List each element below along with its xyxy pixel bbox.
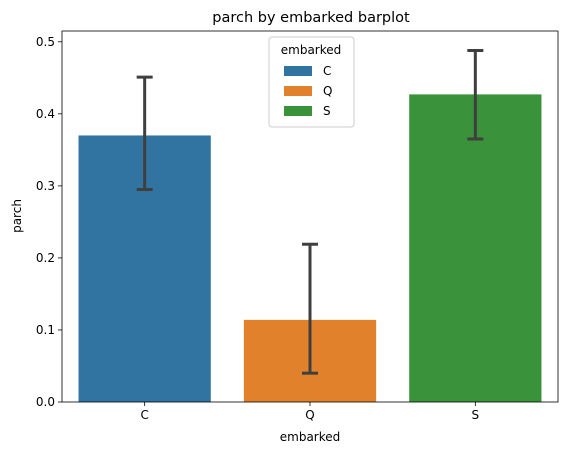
x-tick-label-Q: Q <box>305 408 314 422</box>
legend-title: embarked <box>281 43 342 57</box>
legend-label-C: C <box>323 64 331 78</box>
error-bars-layer <box>136 48 484 375</box>
x-axis-title: embarked <box>280 430 341 444</box>
y-tick-label: 0.5 <box>36 35 55 49</box>
x-tick-label-C: C <box>140 408 148 422</box>
legend-label-S: S <box>323 104 331 118</box>
y-axis: 0.0 0.1 0.2 0.3 0.4 0.5 <box>36 35 62 409</box>
error-bar-S <box>467 48 484 141</box>
bar-S <box>409 94 542 403</box>
legend-label-Q: Q <box>323 84 332 98</box>
y-tick-label: 0.4 <box>36 107 55 121</box>
legend-frame <box>268 36 355 128</box>
error-bar-C <box>136 75 153 191</box>
legend-swatch-S <box>284 106 312 116</box>
legend-swatch-C <box>284 66 312 76</box>
legend-swatch-Q <box>284 86 312 96</box>
y-axis-title: parch <box>10 199 24 233</box>
chart-title: parch by embarked barplot <box>212 10 410 26</box>
x-tick-label-S: S <box>472 408 480 422</box>
y-tick-label: 0.3 <box>36 179 55 193</box>
y-tick-label: 0.0 <box>36 395 55 409</box>
y-tick-label: 0.1 <box>36 323 55 337</box>
legend: embarked CQS <box>268 36 355 128</box>
y-tick-label: 0.2 <box>36 251 55 265</box>
error-bar-Q <box>302 242 318 375</box>
